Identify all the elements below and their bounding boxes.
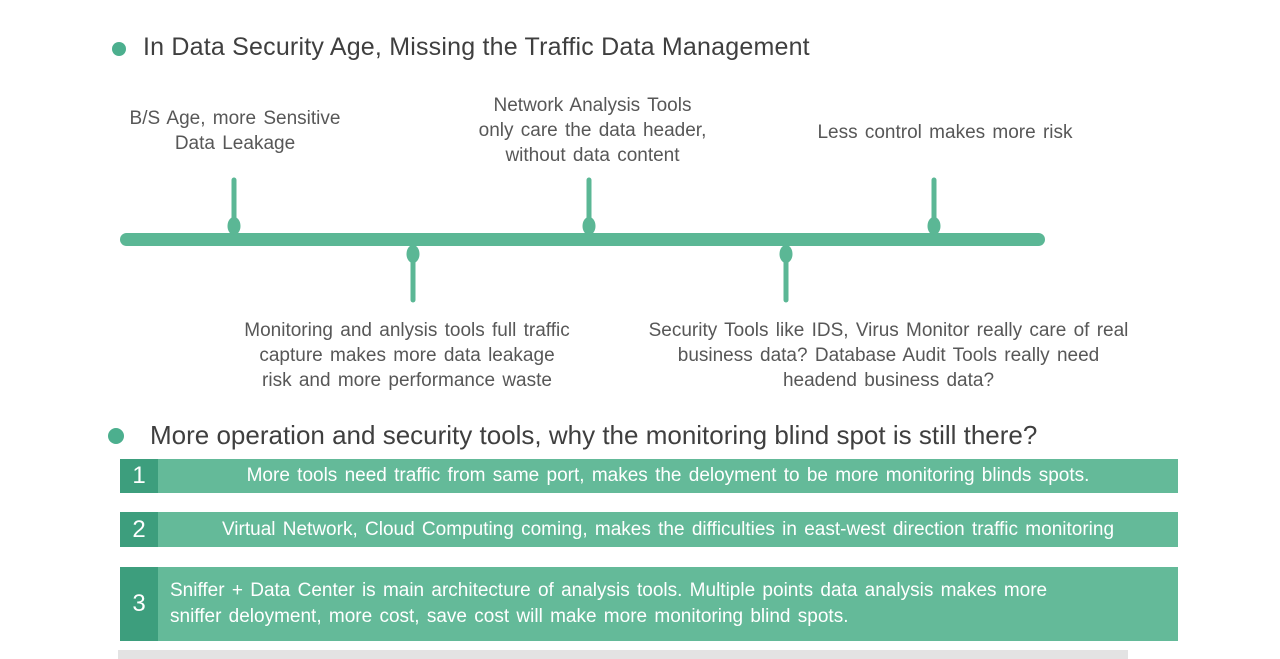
timeline-pin-above-2 — [582, 177, 596, 235]
timeline-pin-below-2 — [779, 245, 793, 303]
timeline-graphic — [120, 177, 1045, 303]
timeline-label-above-1: B/S Age, more Sensitive Data Leakage — [129, 108, 341, 154]
row-number-badge: 3 — [120, 567, 158, 641]
timeline-label-below-2: Security Tools like IDS, Virus Monitor r… — [648, 320, 1129, 391]
timeline-label-above-3: Less control makes more risk — [817, 122, 1073, 143]
row-number-badge: 1 — [120, 459, 158, 493]
timeline-label-below-1: Monitoring and anlysis tools full traffi… — [244, 320, 570, 391]
timeline-pin-below-1 — [406, 245, 420, 303]
row-text: More tools need traffic from same port, … — [246, 465, 1090, 486]
timeline-label-above-2: Network Analysis Tools only care the dat… — [478, 95, 707, 166]
timeline-pin-above-3 — [927, 177, 941, 235]
timeline-bar — [120, 233, 1045, 246]
row-text: Virtual Network, Cloud Computing coming,… — [221, 518, 1115, 540]
section2-heading: More operation and security tools, why t… — [108, 420, 1037, 451]
section1-heading: In Data Security Age, Missing the Traffi… — [112, 33, 810, 62]
bottom-edge-strip — [118, 650, 1128, 659]
timeline-pin-above-1 — [227, 177, 241, 235]
row-number-badge: 2 — [120, 512, 158, 547]
reason-row-1: 1 More tools need traffic from same port… — [120, 459, 1178, 493]
reason-row-2: 2 Virtual Network, Cloud Computing comin… — [120, 512, 1178, 547]
section1-title: In Data Security Age, Missing the Traffi… — [143, 33, 810, 61]
section2-title: More operation and security tools, why t… — [150, 420, 1038, 450]
row-text: Sniffer + Data Center is main architectu… — [170, 580, 1048, 627]
bullet-icon — [108, 428, 124, 444]
reason-row-3: 3 Sniffer + Data Center is main architec… — [120, 567, 1178, 641]
bullet-icon — [112, 42, 126, 56]
